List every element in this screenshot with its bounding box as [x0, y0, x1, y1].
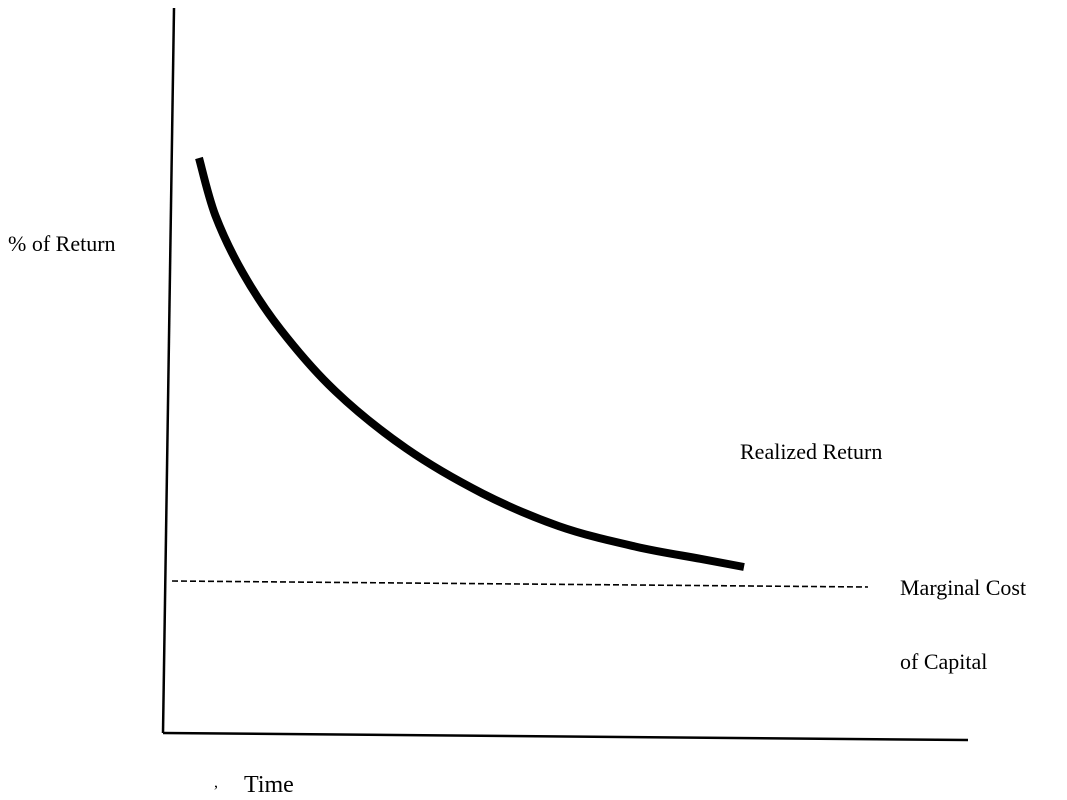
marginal-cost-label-line2: of Capital	[900, 649, 987, 674]
x-axis	[162, 731, 969, 742]
marginal-cost-line	[171, 580, 869, 588]
realized-return-curve	[195, 156, 745, 571]
x-axis-label: Time	[244, 772, 294, 795]
realized-return-label: Realized Return	[740, 439, 882, 464]
marginal-cost-label-line1: Marginal Cost	[900, 575, 1026, 600]
stray-mark: ,	[214, 774, 218, 791]
y-axis	[161, 7, 176, 734]
y-axis-label: % of Return	[8, 231, 116, 256]
